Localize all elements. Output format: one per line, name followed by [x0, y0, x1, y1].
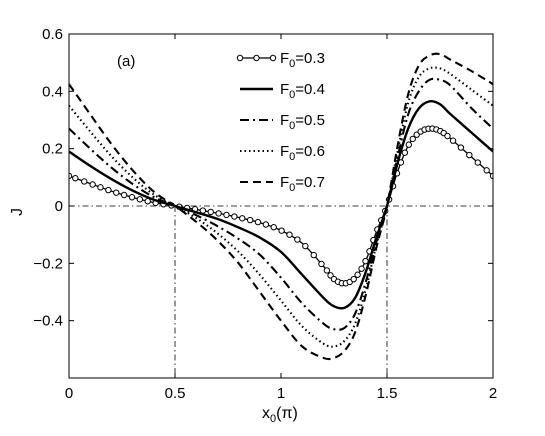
series-marker	[128, 194, 136, 201]
series-layer	[69, 52, 493, 361]
y-axis-label: J	[9, 208, 26, 216]
legend-item-4: F0=0.7	[240, 174, 325, 194]
legend-label: F0=0.3	[280, 50, 325, 70]
series-1	[69, 99, 493, 310]
legend-label: F0=0.7	[280, 174, 325, 194]
series-marker	[362, 257, 369, 265]
legend-marker	[236, 54, 244, 62]
series-marker	[81, 178, 88, 185]
y-tick-label: 0	[55, 198, 63, 215]
series-4	[69, 52, 493, 361]
legend-item-1: F0=0.4	[240, 81, 325, 101]
series-marker	[231, 213, 238, 220]
series-marker	[323, 267, 331, 274]
series-marker	[286, 231, 293, 238]
x-axis-label-suffix: (π)	[276, 405, 298, 422]
series-marker	[318, 260, 325, 268]
series-marker	[444, 132, 451, 140]
series-marker	[294, 236, 301, 243]
x-axis-label: x0(π)	[262, 405, 298, 425]
x-tick-label: 0.5	[165, 385, 186, 402]
series-marker	[97, 184, 104, 191]
series-marker	[246, 216, 254, 224]
series-marker	[350, 275, 357, 283]
series-marker	[113, 189, 120, 196]
series-2	[69, 77, 493, 331]
legend: F0=0.3 F0=0.4 F0=0.5 F0=0.6 F0=0.7	[236, 50, 325, 194]
series-line-2	[69, 77, 493, 331]
x-axis-label-main: x	[262, 405, 270, 422]
series-marker	[466, 151, 473, 159]
series-marker	[199, 207, 207, 214]
x-tick-label: 0	[65, 385, 73, 402]
x-tick-label: 1	[277, 385, 285, 402]
series-marker	[401, 149, 409, 156]
legend-item-0: F0=0.3	[236, 50, 325, 70]
x-tick-label: 1.5	[377, 385, 398, 402]
series-marker	[483, 167, 490, 174]
series-marker	[207, 208, 214, 216]
series-marker	[270, 224, 277, 231]
legend-marker	[269, 54, 277, 62]
series-marker	[254, 218, 262, 226]
legend-label: F0=0.4	[280, 81, 325, 101]
series-marker	[310, 251, 317, 259]
x-tick-label: 2	[489, 385, 497, 402]
series-marker	[409, 135, 416, 143]
x-axis-label-sub: 0	[270, 413, 276, 425]
legend-label: F0=0.6	[280, 143, 325, 163]
legend-item-2: F0=0.5	[240, 112, 325, 132]
reference-lines	[69, 205, 493, 378]
y-tick-label: −0.4	[33, 313, 63, 330]
series-marker	[120, 191, 128, 199]
series-marker	[457, 144, 465, 151]
series-marker	[262, 221, 270, 228]
panel-label: (a)	[117, 53, 135, 70]
series-marker	[405, 141, 413, 148]
series-marker	[105, 186, 112, 194]
series-marker	[302, 242, 309, 250]
series-marker	[215, 210, 222, 217]
series-marker	[358, 265, 365, 272]
series-line-1	[69, 99, 493, 310]
legend-label: F0=0.5	[280, 112, 325, 132]
legend-item-3: F0=0.6	[240, 143, 325, 163]
series-line-4	[69, 52, 493, 361]
series-marker	[278, 227, 285, 234]
ticks: 0 0.5 1 1.5 2 −0.4 −0.2 0 0.2 0.4 0.6	[33, 26, 497, 402]
legend-marker	[253, 54, 260, 62]
series-marker	[449, 137, 457, 144]
y-tick-label: −0.2	[33, 255, 63, 272]
y-tick-label: 0.4	[42, 83, 63, 100]
y-tick-label: 0.6	[42, 26, 63, 43]
series-marker	[474, 159, 481, 166]
series-marker	[136, 196, 144, 203]
series-marker	[239, 215, 246, 222]
y-tick-label: 0.2	[42, 141, 63, 158]
series-marker	[223, 211, 230, 219]
series-marker	[354, 271, 361, 278]
series-marker	[72, 175, 79, 182]
series-marker	[89, 181, 96, 188]
